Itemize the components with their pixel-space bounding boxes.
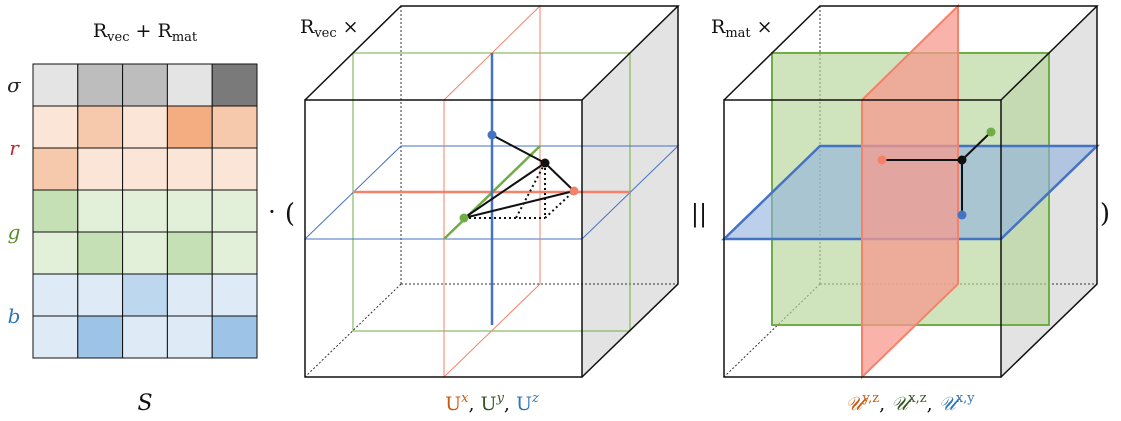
matrix-cell (122, 105, 168, 149)
matrix-sample-point (957, 155, 967, 165)
matrix-cell (211, 63, 258, 107)
matrix-cell (32, 189, 79, 233)
matrix-cell (77, 189, 124, 233)
matrix-cell (166, 105, 213, 149)
open-paren: ( (285, 199, 295, 229)
matrix-cell (211, 315, 258, 359)
matrix-cube: Rmat × 𝒰y,z, 𝒰x,z, 𝒰x,y (711, 3, 1101, 415)
matrix-cell (32, 231, 79, 275)
matrix-cube-caption: 𝒰y,z, 𝒰x,z, 𝒰x,y (845, 391, 975, 415)
matrix-cell (77, 105, 124, 149)
matrix-cell (32, 105, 79, 149)
vector-cube-edges (304, 5, 680, 378)
matrix-cell (77, 273, 124, 317)
feature-matrix: Rvec + Rmat σ r g b S (7, 20, 258, 416)
matrix-cell (122, 147, 168, 191)
yz-projection-point (877, 155, 887, 165)
matrix-cell (77, 147, 124, 191)
matrix-cell (122, 231, 168, 275)
vector-cube: Rvec × (300, 4, 680, 415)
sample-point (540, 158, 550, 168)
x-projection-point (569, 186, 579, 196)
matrix-cell (32, 273, 79, 317)
dot-operator: · (268, 198, 276, 226)
close-paren: ) (1100, 199, 1110, 229)
matrix-cell (211, 189, 258, 233)
matrix-grid (32, 63, 258, 359)
matrix-cell (211, 231, 258, 275)
matrix-caption: S (137, 391, 152, 416)
matrix-cell (166, 231, 213, 275)
vector-cube-caption: Ux, Uy, Uz (445, 391, 539, 415)
vector-projection-lines (463, 134, 575, 219)
matrix-row-labels: σ r g b (7, 73, 22, 328)
y-projection-point (459, 213, 469, 223)
matrix-cell (32, 63, 79, 107)
xy-projection-point (957, 210, 967, 220)
matrix-cell (122, 63, 168, 107)
z-projection-point (487, 130, 497, 140)
matrix-row-label: b (8, 304, 21, 328)
vector-cube-title: Rvec × (300, 16, 359, 41)
matrix-cell (166, 315, 213, 359)
matrix-cell (122, 273, 168, 317)
matrix-row-label: σ (7, 73, 22, 97)
matrix-cell (211, 147, 258, 191)
matrix-cell (32, 315, 79, 359)
matrix-projection-lines (882, 131, 992, 215)
matrix-row-label: r (9, 136, 20, 160)
matrix-cell (166, 189, 213, 233)
matrix-cube-edges (723, 5, 1099, 378)
matrix-cell (211, 273, 258, 317)
matrix-cell (77, 231, 124, 275)
matrix-cell (32, 147, 79, 191)
matrix-cell (77, 315, 124, 359)
matrix-row-label: g (8, 220, 21, 244)
yz-plane (861, 3, 959, 380)
matrix-title: Rvec + Rmat (93, 20, 198, 45)
matrix-cell (166, 273, 213, 317)
matrix-cell (122, 315, 168, 359)
xz-projection-point (986, 127, 996, 137)
vector-dotted-lines (464, 162, 575, 219)
matrix-cube-title: Rmat × (711, 16, 773, 41)
matrix-cell (77, 63, 124, 107)
matrix-cell (122, 189, 168, 233)
matrix-cell (166, 147, 213, 191)
matrix-cell (166, 63, 213, 107)
matrix-cell (211, 105, 258, 149)
concat-operator: || (691, 200, 707, 229)
